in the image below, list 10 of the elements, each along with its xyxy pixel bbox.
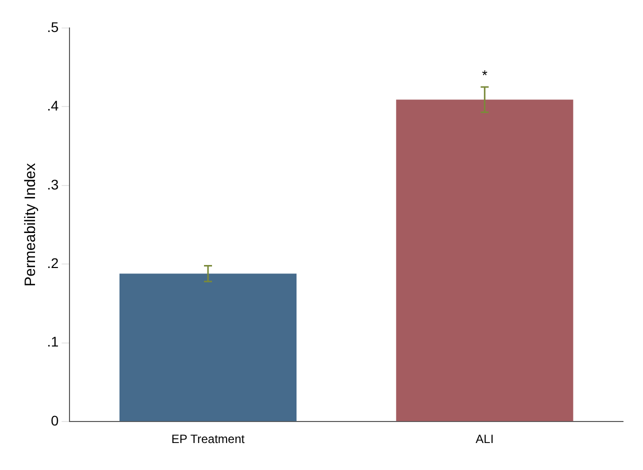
x-tick-label: ALI [476,432,494,446]
annotation: * [482,66,488,83]
y-tick-label: .2 [46,255,59,272]
x-tick-label: EP Treatment [171,432,246,446]
y-tick-label: .5 [46,18,59,35]
y-tick-label: .4 [46,98,59,114]
y-tick-label: .1 [46,334,59,350]
y-axis-title: Permeability Index [22,162,40,287]
y-tick-label: 0 [50,412,59,428]
y-tick-label: .3 [46,176,59,192]
